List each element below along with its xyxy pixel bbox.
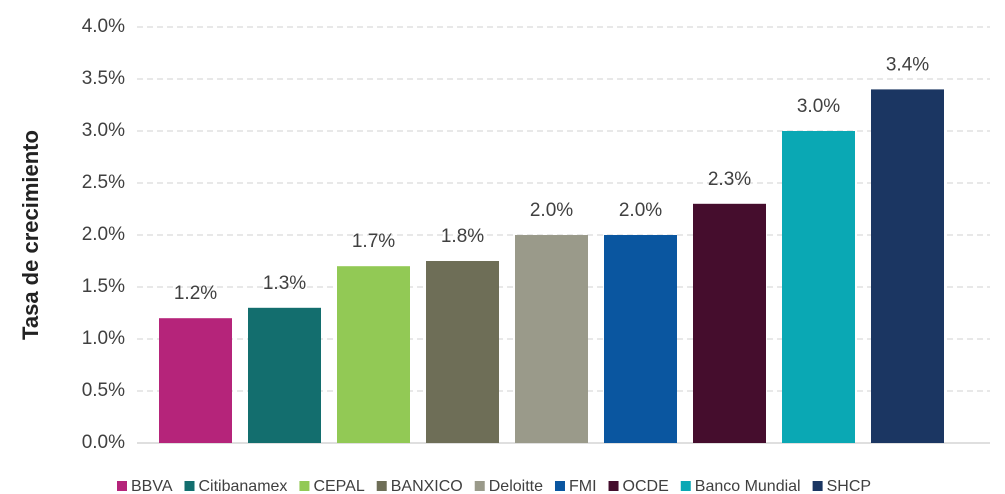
y-tick-label: 1.0% [82,328,125,349]
legend-label: SHCP [827,478,871,494]
legend-swatch [812,481,823,491]
value-label: 1.8% [441,226,484,247]
bar [515,235,588,443]
value-label: 2.3% [708,169,751,190]
bar [337,266,410,443]
bar [782,131,855,443]
value-label: 3.0% [797,96,840,117]
value-label: 3.4% [886,54,929,75]
y-tick-label: 3.0% [82,120,125,141]
legend-label: OCDE [623,478,669,494]
y-tick-label: 4.0% [82,16,125,37]
value-label: 1.7% [352,231,395,252]
y-tick-label: 1.5% [82,276,125,297]
legend-swatch [376,481,387,491]
bar [871,89,944,444]
legend-swatch [184,481,195,491]
y-tick-label: 2.0% [82,224,125,245]
y-tick-label: 0.5% [82,380,125,401]
y-axis-label: Tasa de crecimiento [18,130,43,340]
value-label: 2.0% [619,200,662,221]
bar [248,307,321,443]
legend-label: Citibanamex [199,478,288,494]
legend-swatch [554,481,565,491]
y-tick-label: 2.5% [82,172,125,193]
legend-label: Banco Mundial [695,478,801,494]
legend-swatch [608,481,619,491]
legend-label: BANXICO [391,478,463,494]
y-tick-label: 3.5% [82,68,125,89]
legend-swatch [680,481,691,491]
legend-swatch [117,481,127,491]
legend-swatch [474,481,485,491]
value-label: 2.0% [530,200,573,221]
value-label: 1.3% [263,273,306,294]
bar [604,235,677,443]
value-label: 1.2% [174,283,217,304]
y-tick-label: 0.0% [82,432,125,453]
legend-label: BBVA [131,478,173,494]
legend-label: Deloitte [489,478,543,494]
bar [426,261,499,443]
legend-label: CEPAL [313,478,364,494]
bar [159,318,232,443]
legend-label: FMI [569,478,597,494]
bar [693,203,766,443]
legend-swatch [299,481,310,491]
